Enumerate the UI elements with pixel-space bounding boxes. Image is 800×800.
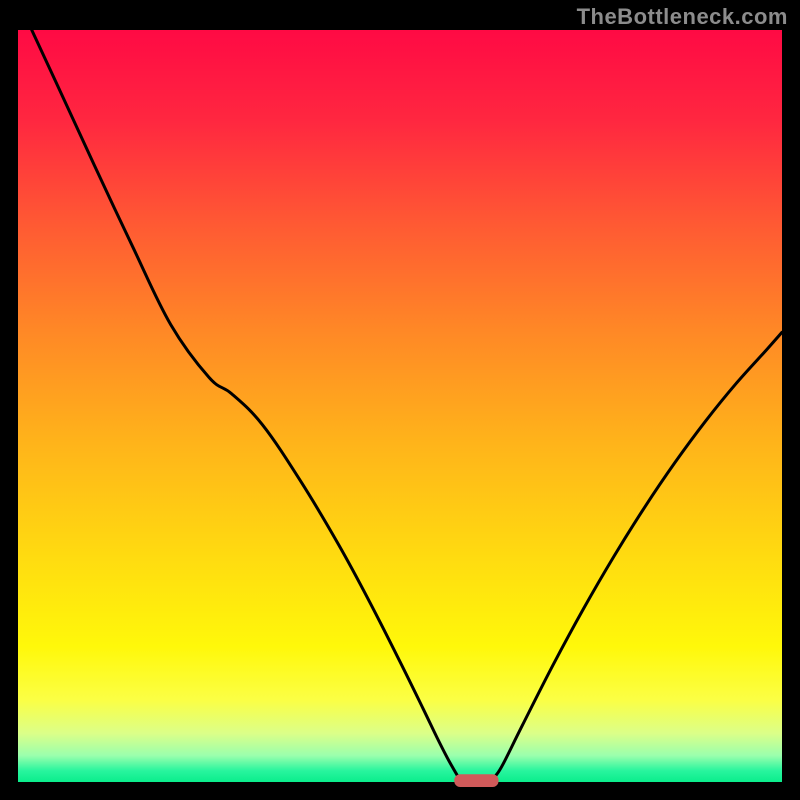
watermark-text: TheBottleneck.com: [577, 4, 788, 30]
chart-stage: TheBottleneck.com: [0, 0, 800, 800]
gradient-background: [18, 30, 782, 782]
bottleneck-marker: [454, 774, 498, 787]
bottleneck-chart: [0, 0, 800, 800]
